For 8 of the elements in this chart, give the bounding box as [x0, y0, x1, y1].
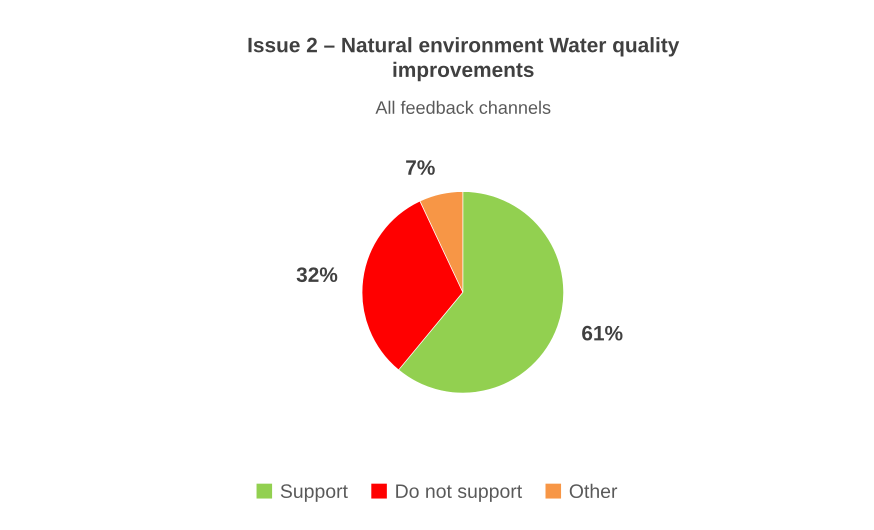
legend-label: Do not support: [396, 484, 522, 502]
legend-label: Support: [280, 484, 348, 502]
chart-title: Issue 2 – Natural environment Water quality improvements: [248, 37, 680, 82]
data-label: 32%: [296, 267, 338, 282]
chart-subtitle: All feedback channels: [375, 100, 550, 114]
data-label: 61%: [582, 326, 623, 341]
data-label: 7%: [406, 160, 435, 175]
legend-label: Other: [570, 484, 618, 498]
